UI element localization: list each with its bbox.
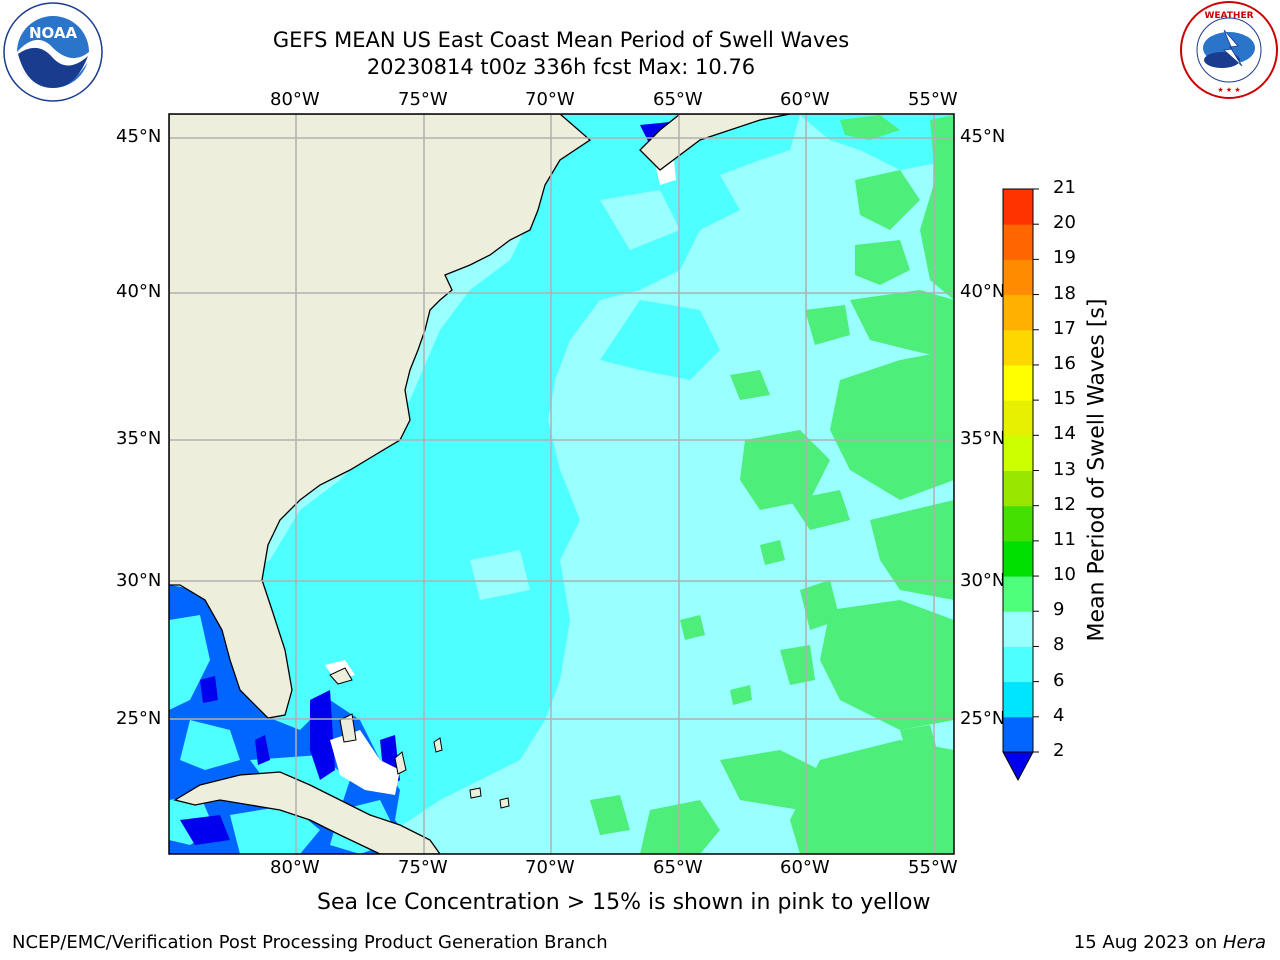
nws-logo: WEATHER ★ ★ ★: [1180, 1, 1278, 99]
colorbar-tick-label: 8: [1053, 634, 1065, 656]
colorbar-segment: [1003, 435, 1033, 471]
colorbar-segment: [1003, 505, 1033, 542]
colorbar-segment: [1003, 189, 1033, 225]
colorbar-tick-label: 4: [1053, 704, 1065, 726]
chart-subtitle: 20230814 t00z 336h fcst Max: 10.76: [366, 55, 756, 79]
lon-label-top: 70°W: [525, 89, 575, 110]
colorbar-tick-label: 12: [1053, 493, 1076, 515]
cyan-period-region: [169, 115, 800, 854]
lat-label-left: 45°N: [116, 126, 162, 147]
colorbar-segment: [1003, 681, 1033, 718]
colorbar-tick-label: 15: [1053, 388, 1076, 410]
lon-label-bottom: 55°W: [908, 857, 958, 878]
graticule: [169, 114, 954, 854]
lon-label-top: 60°W: [780, 89, 830, 110]
lat-label-left: 30°N: [116, 570, 162, 591]
colorbar-segment: [1003, 716, 1033, 753]
colorbar-title: Mean Period of Swell Waves [s]: [1084, 298, 1110, 642]
lat-label-left: 35°N: [116, 428, 162, 449]
colorbar-tick-label: 9: [1053, 599, 1065, 621]
footer-branch: NCEP/EMC/Verification Post Processing Pr…: [12, 932, 608, 953]
svg-text:★ ★ ★: ★ ★ ★: [1217, 86, 1240, 94]
green-period-regions: [590, 115, 954, 854]
colorbar-under-arrow: [1002, 751, 1034, 782]
colorbar-segment: [1003, 364, 1033, 401]
sea-ice-note: Sea Ice Concentration > 15% is shown in …: [317, 890, 931, 915]
lat-label-right: 35°N: [960, 428, 1006, 449]
lon-label-top: 80°W: [270, 89, 320, 110]
footer-date-text: 15 Aug 2023 on: [1073, 932, 1223, 953]
lat-label-right: 40°N: [960, 281, 1006, 302]
lon-label-top: 65°W: [653, 89, 703, 110]
colorbar-tick-label: 17: [1053, 317, 1076, 339]
colorbar-segment: [1003, 611, 1033, 647]
north-america-land: [169, 114, 791, 719]
footer-date: 15 Aug 2023 on Hera: [1074, 932, 1266, 953]
colorbar-tick-label: 16: [1053, 352, 1076, 374]
colorbar-tick-label: 11: [1053, 528, 1076, 550]
footer-machine: Hera: [1222, 932, 1266, 953]
colorbar-tick-label: 14: [1053, 423, 1076, 445]
colorbar-segment: [1003, 540, 1033, 577]
colorbar-segment: [1003, 329, 1033, 366]
colorbar-tick-label: 2: [1053, 740, 1065, 761]
colorbar-tick-label: 21: [1053, 177, 1076, 198]
svg-text:NOAA: NOAA: [29, 24, 78, 42]
lon-label-bottom: 75°W: [398, 857, 448, 878]
colorbar-tick-label: 6: [1053, 669, 1065, 691]
colorbar-segment: [1003, 259, 1033, 296]
lon-label-bottom: 70°W: [525, 857, 575, 878]
colorbar-segment: [1003, 646, 1033, 683]
chart-title: GEFS MEAN US East Coast Mean Period of S…: [272, 28, 850, 52]
colorbar-segment: [1003, 400, 1033, 436]
colorbar-tick-label: 20: [1053, 212, 1076, 234]
lat-label-right: 45°N: [960, 126, 1006, 147]
lon-label-bottom: 80°W: [270, 857, 320, 878]
lon-label-top: 75°W: [398, 89, 448, 110]
lat-label-right: 30°N: [960, 570, 1006, 591]
lon-label-bottom: 65°W: [653, 857, 703, 878]
colorbar-tick-label: 18: [1053, 282, 1076, 304]
colorbar-tick-label: 13: [1053, 458, 1076, 480]
colorbar-segment: [1003, 576, 1033, 612]
lat-label-left: 40°N: [116, 281, 162, 302]
colorbar-tick-label: 10: [1053, 564, 1076, 586]
noaa-logo: NOAA: [3, 2, 103, 102]
lon-label-bottom: 60°W: [780, 857, 830, 878]
cuba-land: [173, 771, 441, 854]
svg-text:WEATHER: WEATHER: [1204, 11, 1253, 21]
lat-label-right: 25°N: [960, 708, 1006, 729]
lon-label-top: 55°W: [908, 89, 958, 110]
colorbar-segment: [1003, 294, 1033, 331]
colorbar-segment: [1003, 470, 1033, 507]
lat-label-left: 25°N: [116, 708, 162, 729]
colorbar-segment: [1003, 224, 1033, 260]
colorbar-tick-label: 19: [1053, 247, 1076, 269]
